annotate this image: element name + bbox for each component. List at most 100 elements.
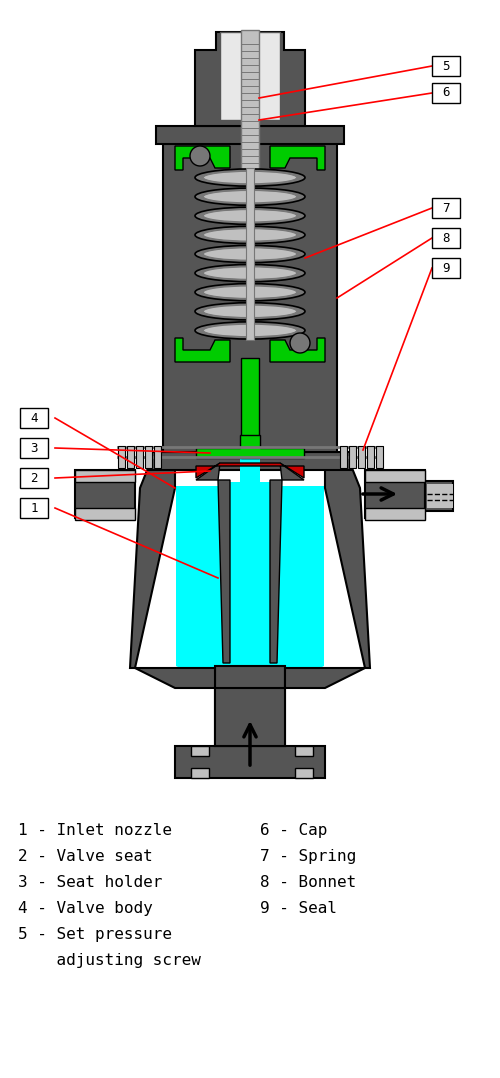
Ellipse shape	[195, 322, 305, 340]
Bar	[145, 446, 152, 468]
Polygon shape	[270, 146, 325, 170]
Circle shape	[190, 146, 210, 166]
Bar	[365, 470, 425, 482]
Ellipse shape	[195, 207, 305, 224]
Ellipse shape	[195, 264, 305, 281]
Bar	[174, 146, 326, 448]
Bar	[340, 446, 347, 468]
Bar	[425, 481, 453, 511]
Ellipse shape	[203, 191, 297, 203]
Bar	[367, 446, 374, 468]
Polygon shape	[175, 146, 230, 170]
Bar	[156, 126, 344, 144]
Circle shape	[290, 333, 310, 353]
Ellipse shape	[195, 226, 305, 244]
Text: 3 - Seat holder: 3 - Seat holder	[18, 875, 163, 890]
Bar	[432, 56, 460, 77]
Polygon shape	[130, 468, 175, 668]
Text: 8: 8	[442, 232, 450, 245]
Text: 9: 9	[442, 262, 450, 275]
Bar	[349, 446, 356, 468]
Bar	[295, 746, 313, 756]
Bar	[20, 498, 48, 519]
Text: adjusting screw: adjusting screw	[18, 953, 201, 968]
Ellipse shape	[195, 303, 305, 320]
Text: 2: 2	[30, 471, 38, 484]
Ellipse shape	[203, 229, 297, 241]
Bar	[365, 478, 425, 510]
Bar	[191, 746, 209, 756]
Bar	[215, 666, 285, 746]
Text: 2 - Valve seat: 2 - Valve seat	[18, 849, 153, 863]
Bar	[118, 446, 125, 468]
Bar	[191, 768, 209, 778]
Polygon shape	[195, 32, 305, 126]
Bar	[427, 484, 453, 508]
Ellipse shape	[203, 171, 297, 183]
Text: 7: 7	[442, 202, 450, 215]
Text: 9 - Seal: 9 - Seal	[260, 901, 337, 916]
Ellipse shape	[195, 188, 305, 205]
Bar	[246, 168, 254, 340]
Polygon shape	[280, 462, 304, 480]
Polygon shape	[196, 436, 304, 458]
Bar	[163, 142, 337, 452]
Bar	[75, 508, 135, 520]
Bar	[432, 83, 460, 103]
Polygon shape	[224, 437, 276, 661]
Bar	[365, 470, 425, 519]
Bar	[75, 478, 135, 510]
Bar	[365, 508, 425, 520]
Bar	[295, 768, 313, 778]
Ellipse shape	[203, 324, 297, 336]
Bar	[75, 470, 135, 519]
Ellipse shape	[195, 246, 305, 263]
Text: 8 - Bonnet: 8 - Bonnet	[260, 875, 356, 890]
Bar	[432, 258, 460, 278]
Text: 7 - Spring: 7 - Spring	[260, 849, 356, 863]
Polygon shape	[218, 480, 230, 663]
Bar	[220, 32, 280, 120]
Text: 1 - Inlet nozzle: 1 - Inlet nozzle	[18, 823, 172, 838]
Polygon shape	[135, 668, 215, 688]
Ellipse shape	[195, 169, 305, 186]
Bar	[154, 446, 161, 468]
Bar	[20, 468, 48, 488]
Polygon shape	[196, 462, 220, 480]
Text: 1: 1	[30, 501, 38, 514]
Ellipse shape	[203, 248, 297, 260]
Bar	[358, 446, 365, 468]
Bar	[136, 446, 143, 468]
Polygon shape	[285, 668, 365, 688]
Bar	[432, 198, 460, 218]
Text: 6: 6	[442, 86, 450, 99]
Bar	[432, 229, 460, 248]
Bar	[175, 746, 325, 778]
Polygon shape	[270, 480, 282, 663]
Bar	[222, 668, 278, 746]
Text: 6 - Cap: 6 - Cap	[260, 823, 328, 838]
Polygon shape	[196, 462, 304, 478]
Bar	[127, 446, 134, 468]
Polygon shape	[325, 468, 370, 668]
Bar	[241, 358, 259, 458]
Ellipse shape	[195, 284, 305, 301]
Text: 4 - Valve body: 4 - Valve body	[18, 901, 153, 916]
Bar	[376, 446, 383, 468]
Bar	[75, 470, 135, 482]
Bar	[20, 407, 48, 428]
Polygon shape	[175, 338, 230, 362]
Ellipse shape	[203, 209, 297, 222]
Text: 5 - Set pressure: 5 - Set pressure	[18, 927, 172, 942]
Ellipse shape	[203, 305, 297, 318]
Ellipse shape	[203, 286, 297, 299]
Text: 4: 4	[30, 412, 38, 425]
Ellipse shape	[203, 267, 297, 279]
Polygon shape	[270, 338, 325, 362]
Polygon shape	[215, 688, 285, 746]
Bar	[241, 30, 259, 178]
Polygon shape	[176, 486, 324, 744]
Text: 3: 3	[30, 442, 38, 455]
Text: 5: 5	[442, 59, 450, 72]
Bar	[20, 438, 48, 458]
